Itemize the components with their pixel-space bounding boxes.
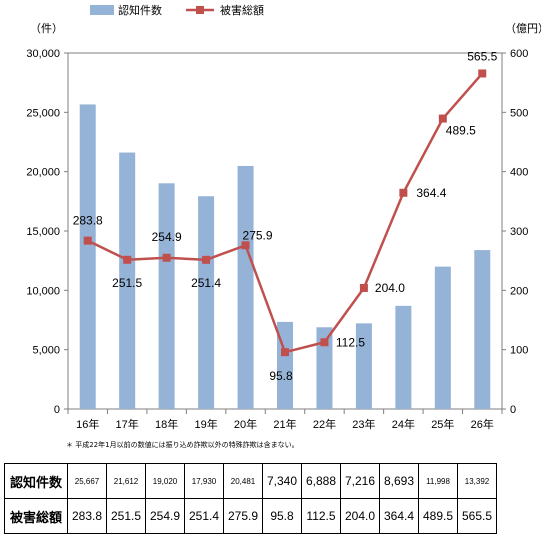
table-cell: 112.5 <box>301 498 341 534</box>
legend-label-count: 認知件数 <box>118 3 162 17</box>
y-right-unit: （億円） <box>505 22 541 35</box>
line-point <box>399 188 408 197</box>
line-data-label: 254.9 <box>152 230 182 244</box>
y-left-unit: （件） <box>30 22 63 35</box>
bar <box>237 165 254 409</box>
bar <box>355 323 372 409</box>
table-cell: 20,481 <box>223 463 263 499</box>
x-tick-label: 24年 <box>392 417 415 431</box>
table-cell: 489.5 <box>418 498 458 534</box>
y-left-tick-label: 5,000 <box>32 345 60 357</box>
table-cell: 283.8 <box>67 498 107 534</box>
table-cell: 13,392 <box>457 463 497 499</box>
x-tick-label: 16年 <box>76 417 99 431</box>
x-tick-label: 22年 <box>313 417 336 431</box>
line-point <box>162 253 171 262</box>
y-left-tick-label: 30,000 <box>26 48 60 60</box>
table-cell: 204.0 <box>340 498 380 534</box>
x-tick-label: 25年 <box>431 417 454 431</box>
y-right-tick-label: 600 <box>510 48 528 60</box>
line-point <box>281 348 289 357</box>
y-right-tick-label: 0 <box>510 404 516 416</box>
table-cell: 19,020 <box>145 463 185 499</box>
table-cell: 364.4 <box>379 498 419 534</box>
x-tick-label: 20年 <box>234 417 257 431</box>
line-data-label: 112.5 <box>336 335 365 349</box>
bar <box>158 183 175 409</box>
x-tick-label: 21年 <box>273 417 296 431</box>
line-data-label: 275.9 <box>243 228 273 242</box>
combo-chart: 認知件数 被害総額 （件） （億円） 0 5,000 10,000 15,000 20,000 2… <box>26 3 541 431</box>
line-point <box>478 69 487 78</box>
bar <box>474 250 491 409</box>
line-data-label: 283.8 <box>73 214 103 228</box>
line-data-label: 95.8 <box>269 369 293 383</box>
line-data-label: 204.0 <box>375 281 405 295</box>
table-cell: 95.8 <box>262 498 302 534</box>
y-left-tick-label: 0 <box>54 404 60 416</box>
row-header: 被害総額 <box>4 498 68 534</box>
line-point <box>320 338 329 347</box>
x-tick-label: 23年 <box>352 417 375 431</box>
table-cell: 6,888 <box>301 463 341 499</box>
y-right-tick-label: 500 <box>510 107 528 119</box>
line-data-label: 565.5 <box>467 49 497 63</box>
y-right-tick-label: 200 <box>510 285 528 297</box>
table-cell: 25,667 <box>67 463 107 499</box>
amount-line <box>87 72 484 354</box>
row-header: 認知件数 <box>4 463 68 499</box>
line-point <box>83 236 92 245</box>
y-right-tick-label: 300 <box>510 226 528 238</box>
line-point <box>202 255 211 264</box>
y-right-tick-label: 100 <box>510 345 528 357</box>
legend-bar-swatch <box>90 5 114 15</box>
table-cell: 251.5 <box>106 498 146 534</box>
bar <box>79 104 96 409</box>
table-cell: 17,930 <box>184 463 224 499</box>
table-cell: 21,612 <box>106 463 146 499</box>
line-point <box>359 283 368 292</box>
legend-line-marker <box>196 6 204 14</box>
line-data-label: 251.4 <box>191 276 221 290</box>
x-tick-label: 18年 <box>155 417 178 431</box>
line-data-label: 364.4 <box>416 186 446 200</box>
y-left-tick-label: 20,000 <box>26 167 60 179</box>
table-row-count: 認知件数 25,667 21,612 19,020 17,930 20,481 … <box>4 463 497 499</box>
line-data-label: 489.5 <box>446 124 476 138</box>
table-cell: 275.9 <box>223 498 263 534</box>
bar <box>395 305 412 409</box>
table-cell: 7,340 <box>262 463 302 499</box>
bar <box>119 152 136 409</box>
table-cell: 11,998 <box>418 463 458 499</box>
x-tick-label: 26年 <box>471 417 494 431</box>
y-right-tick-label: 400 <box>510 167 528 179</box>
x-tick-label: 19年 <box>194 417 217 431</box>
line-point <box>123 255 132 264</box>
line-data-label: 251.5 <box>112 276 142 290</box>
bar <box>316 327 333 409</box>
y-left-tick-label: 25,000 <box>26 107 60 119</box>
table-cell: 254.9 <box>145 498 185 534</box>
y-left-tick-label: 15,000 <box>26 226 60 238</box>
line-point <box>241 241 250 250</box>
table-cell: 8,693 <box>379 463 419 499</box>
table-cell: 565.5 <box>457 498 497 534</box>
chart-footnote: ＊ 平成22年1月以前の数値には振り込め詐欺以外の特殊詐欺は含まない。 <box>66 441 299 449</box>
bar <box>198 196 215 409</box>
bar <box>434 266 451 409</box>
table-row-amount: 被害総額 283.8 251.5 254.9 251.4 275.9 95.8 … <box>4 498 497 534</box>
table-cell: 7,216 <box>340 463 380 499</box>
y-left-tick-label: 10,000 <box>26 285 60 297</box>
table-cell: 251.4 <box>184 498 224 534</box>
x-tick-label: 17年 <box>116 417 139 431</box>
legend-label-amount: 被害総額 <box>220 3 264 17</box>
line-point <box>438 114 447 123</box>
data-table: 認知件数 25,667 21,612 19,020 17,930 20,481 … <box>4 463 497 534</box>
